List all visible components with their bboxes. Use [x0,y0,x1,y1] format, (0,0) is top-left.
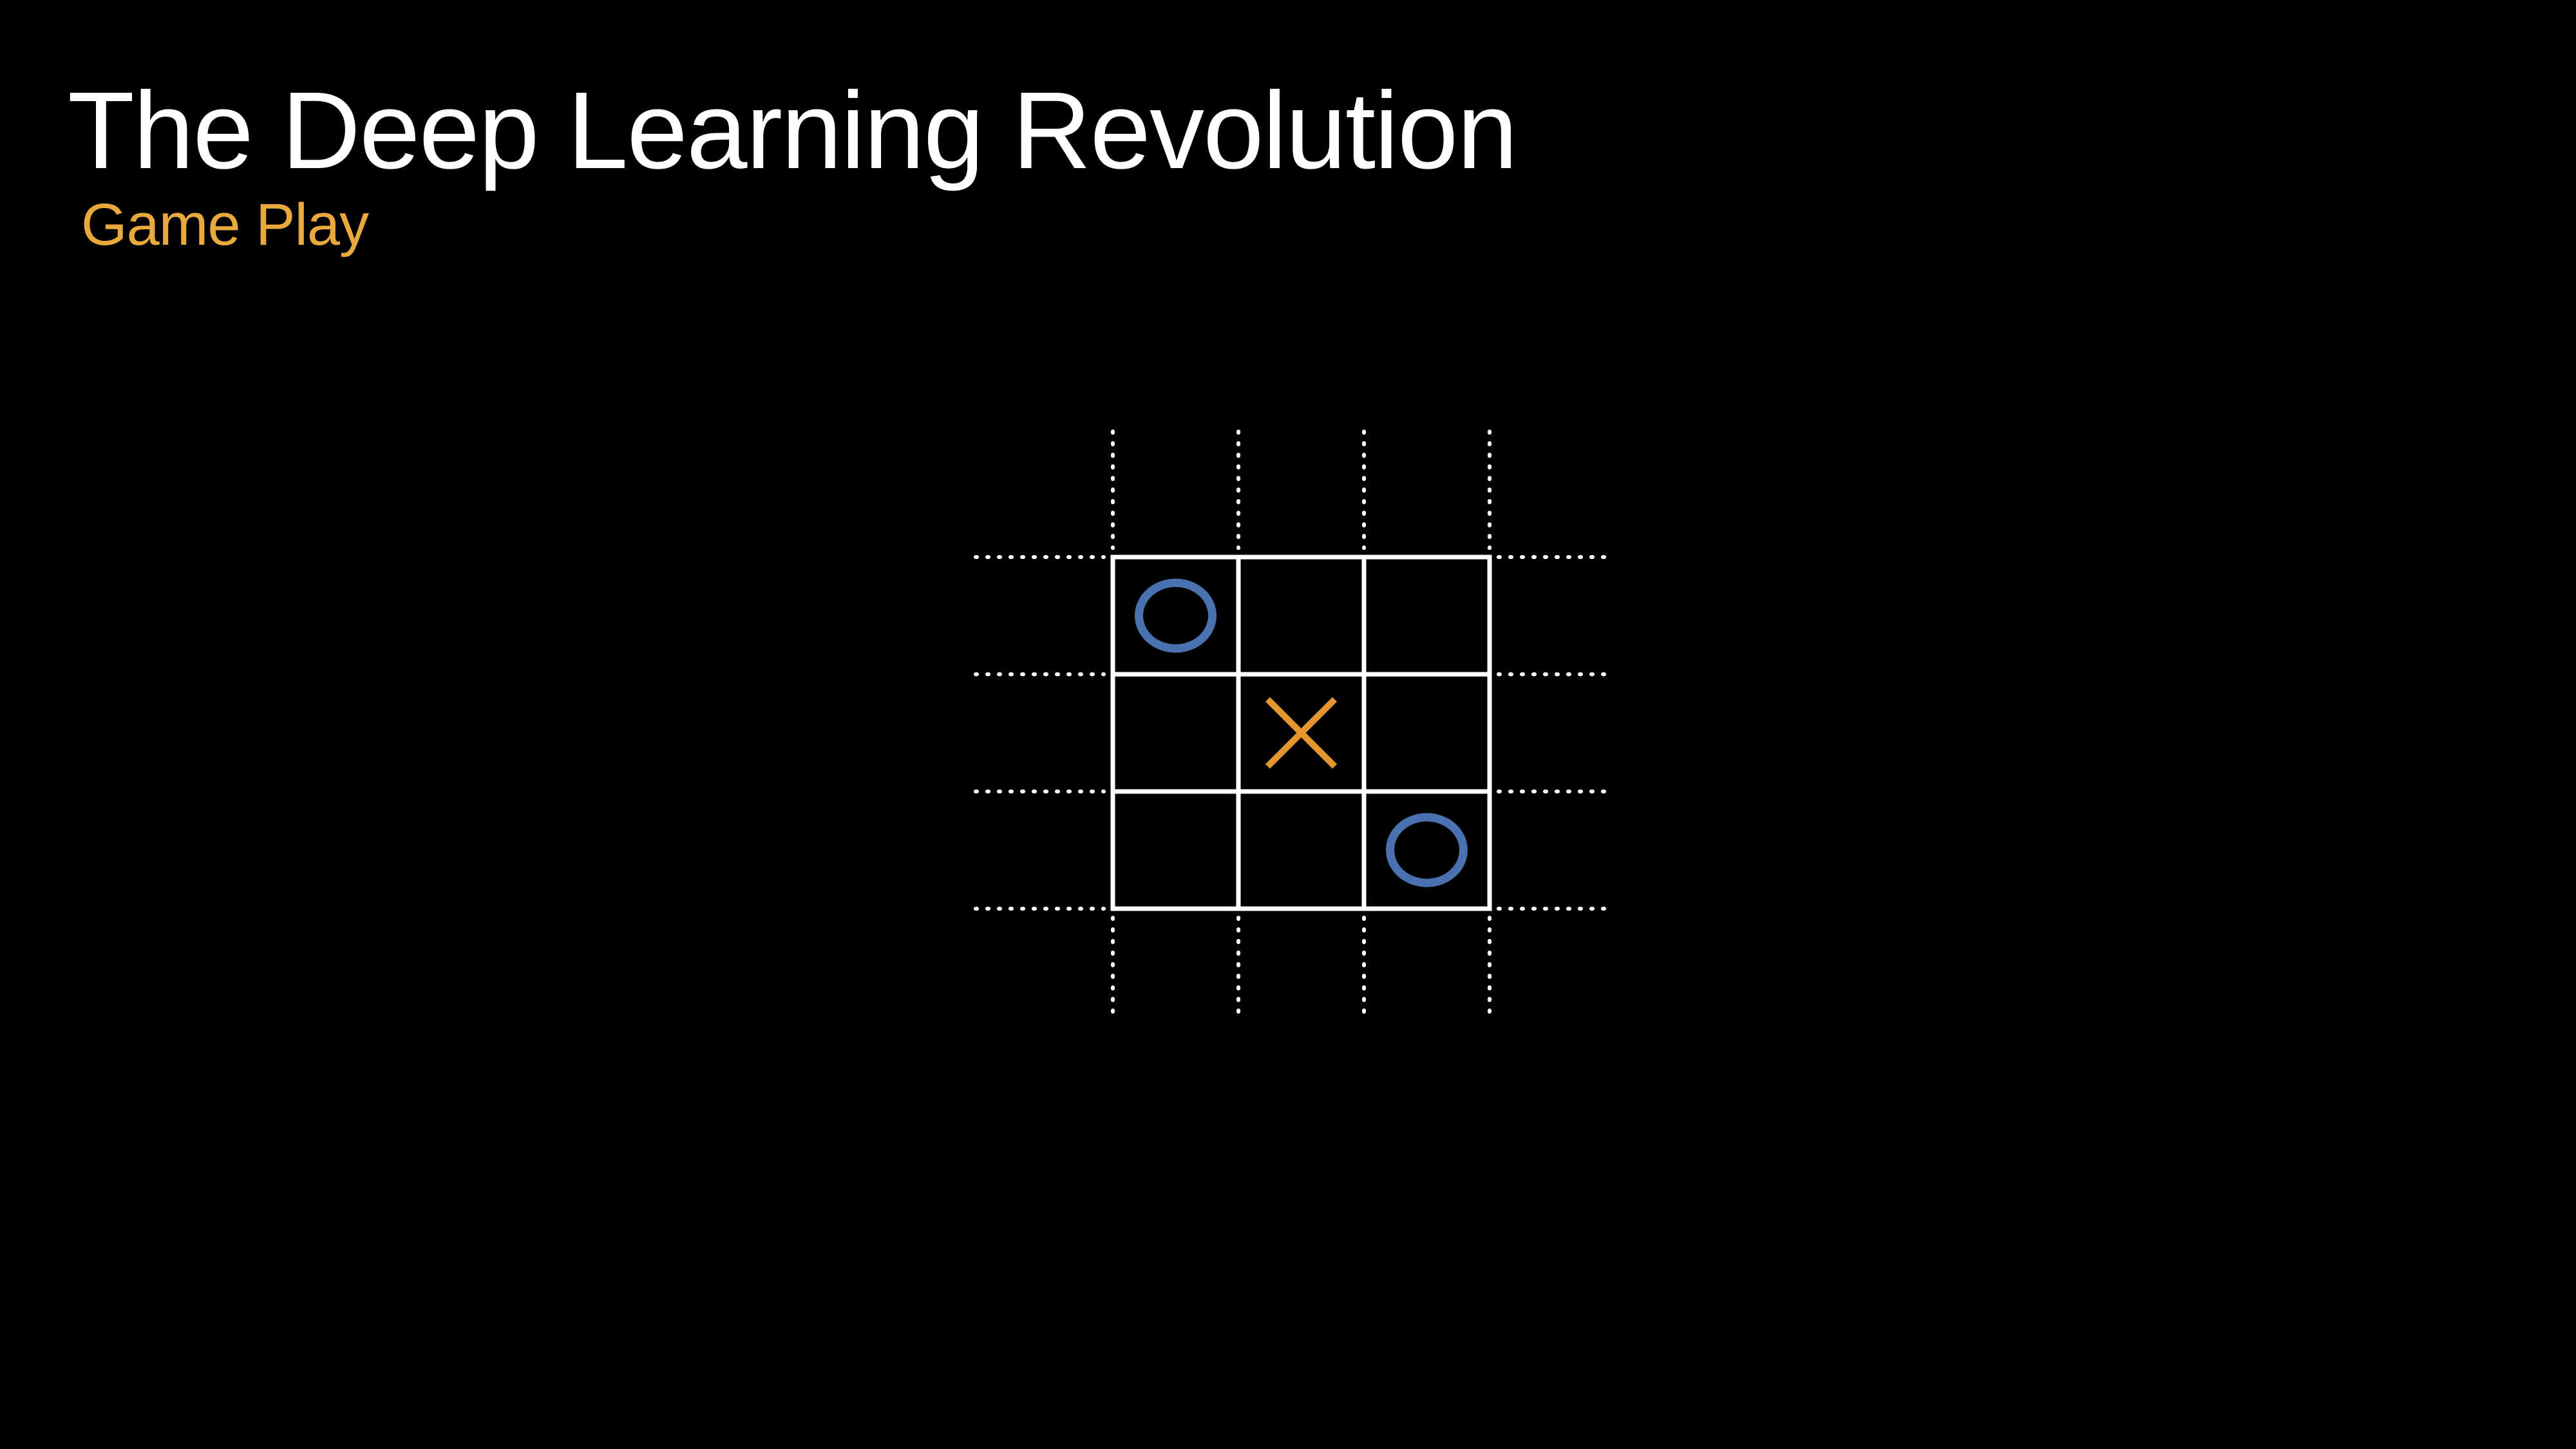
x-mark-r1-c1 [1265,697,1338,769]
slide-subtitle: Game Play [81,192,369,258]
o-mark-r0-c0 [1135,578,1217,653]
x-stroke-1 [1265,697,1338,769]
o-mark-r2-c2 [1386,813,1468,887]
slide-title: The Deep Learning Revolution [68,70,1518,192]
